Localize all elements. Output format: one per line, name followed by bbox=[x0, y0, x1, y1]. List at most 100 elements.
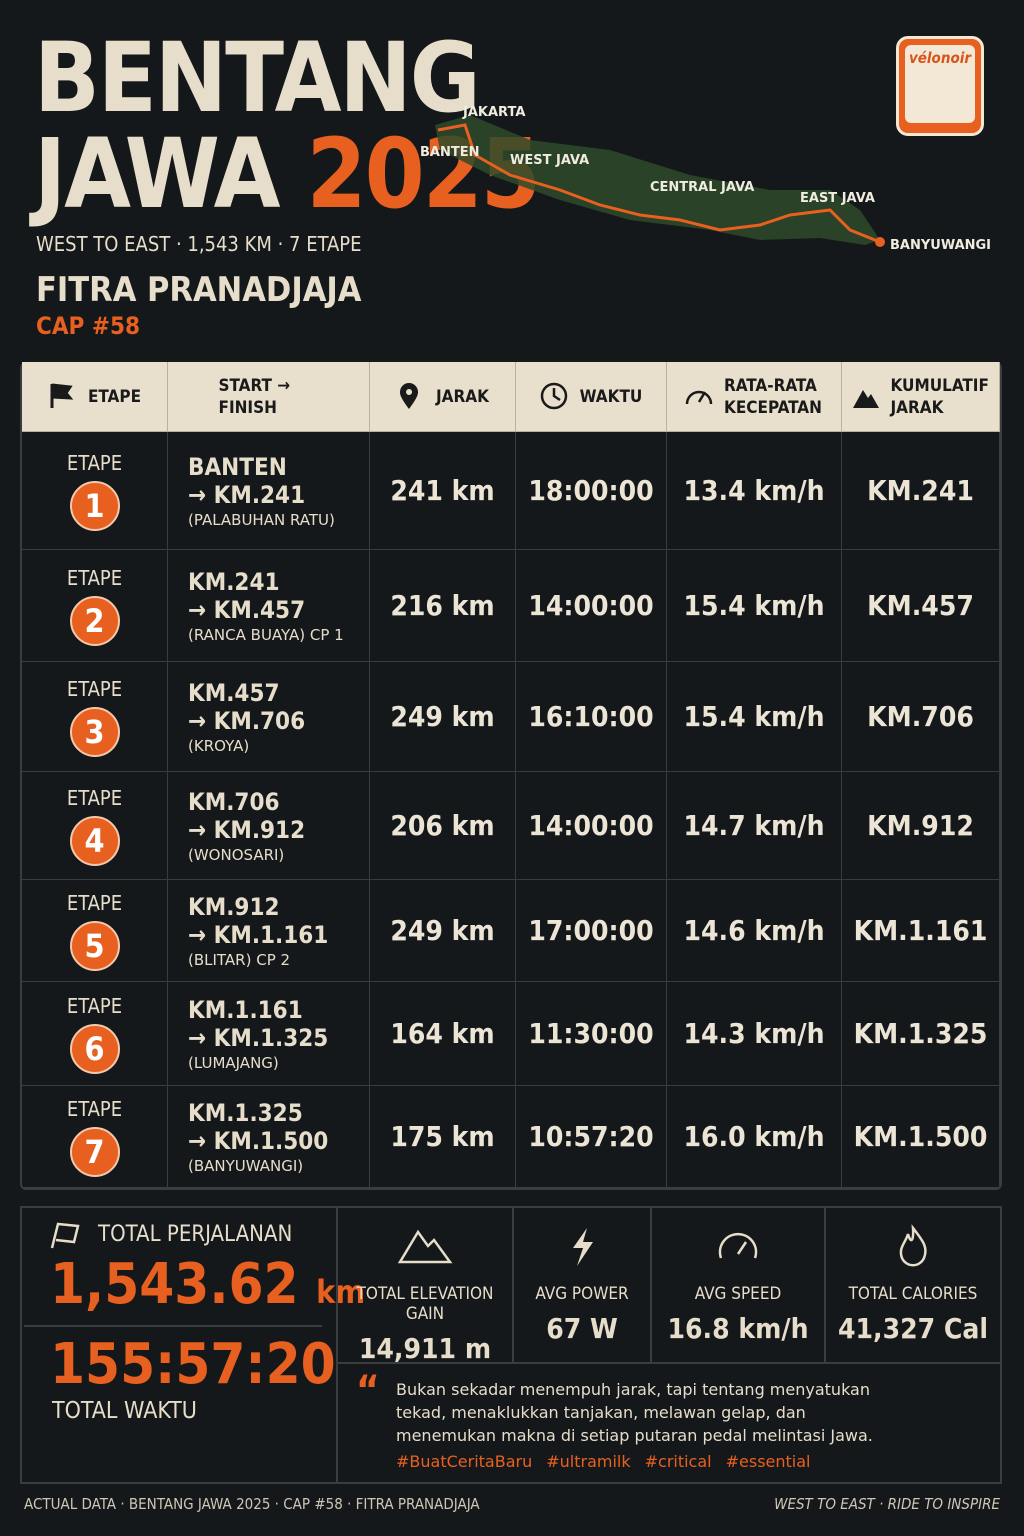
stage-cumulative: KM.1.161 bbox=[853, 914, 988, 947]
stat: TOTAL CALORIES 41,327 Cal bbox=[826, 1208, 1000, 1362]
table-cell: 249 km bbox=[370, 880, 516, 982]
hashtag: #ultramilk bbox=[546, 1452, 631, 1471]
stage-note: (PALABUHAN RATU) bbox=[188, 510, 335, 529]
time-label: TOTAL WAKTU bbox=[52, 1398, 197, 1424]
java-island bbox=[435, 115, 880, 245]
stage-to: → KM.912 bbox=[188, 815, 306, 844]
table-cell: KM.241 bbox=[842, 432, 1000, 550]
stage-from: BANTEN bbox=[188, 452, 287, 481]
etape-number: 3 bbox=[69, 706, 120, 757]
header-icon bbox=[852, 389, 879, 408]
divider bbox=[24, 1325, 322, 1327]
stage-note: (WONOSARI) bbox=[188, 845, 285, 864]
stage-from: KM.706 bbox=[188, 787, 280, 816]
stage-waktu: 16:10:00 bbox=[528, 700, 654, 733]
stage-waktu: 10:57:20 bbox=[528, 1120, 654, 1153]
table-cell: 15.4 km/h bbox=[667, 550, 842, 662]
stage-from: KM.457 bbox=[188, 678, 280, 707]
stage-cumulative: KM.1.500 bbox=[853, 1120, 988, 1153]
stage-note: (BANYUWANGI) bbox=[188, 1156, 304, 1175]
stage-to: → KM.1.500 bbox=[188, 1126, 329, 1155]
title: BENTANG bbox=[34, 22, 481, 134]
stat: AVG POWER 67 W bbox=[514, 1208, 652, 1362]
divider bbox=[336, 1362, 1002, 1364]
header-cell: WAKTU bbox=[516, 362, 667, 432]
table-cell: 10:57:20 bbox=[516, 1086, 667, 1188]
table-cell: ETAPE 2 bbox=[22, 550, 168, 662]
stage-waktu: 18:00:00 bbox=[528, 474, 654, 507]
table-cell: 15.4 km/h bbox=[667, 662, 842, 772]
header-label: START → FINISH bbox=[218, 375, 291, 418]
quote-mark: “ bbox=[356, 1368, 380, 1414]
table-cell: ETAPE 1 bbox=[22, 432, 168, 550]
table-cell: 14:00:00 bbox=[516, 772, 667, 880]
table-cell: 14:00:00 bbox=[516, 550, 667, 662]
route bbox=[437, 123, 881, 244]
etape-number: 1 bbox=[69, 480, 120, 531]
etape-label: ETAPE bbox=[66, 993, 123, 1018]
table-cell: ETAPE 6 bbox=[22, 982, 168, 1086]
quote-text: Bukan sekadar menempuh jarak, tapi tenta… bbox=[396, 1380, 873, 1445]
stat: AVG SPEED 16.8 km/h bbox=[652, 1208, 826, 1362]
hashtag: #BuatCeritaBaru bbox=[396, 1452, 533, 1471]
table-cell: KM.912 → KM.1.161 (BLITAR) CP 2 bbox=[168, 880, 370, 982]
header-icon bbox=[685, 390, 713, 404]
table-cell: KM.1.325 → KM.1.500 (BANYUWANGI) bbox=[168, 1086, 370, 1188]
stage-note: (RANCA BUAYA) CP 1 bbox=[188, 625, 344, 644]
stage-jarak: 249 km bbox=[390, 700, 495, 733]
table-cell: KM.1.161 bbox=[842, 880, 1000, 982]
stage-speed: 15.4 km/h bbox=[683, 589, 825, 622]
map-label: BANTEN bbox=[420, 145, 479, 160]
table-cell: 241 km bbox=[370, 432, 516, 550]
stat-label: TOTAL CALORIES bbox=[848, 1284, 978, 1304]
etape-number: 4 bbox=[69, 815, 120, 866]
header-cell: RATA-RATA KECEPATAN bbox=[667, 362, 842, 432]
stage-waktu: 17:00:00 bbox=[528, 914, 654, 947]
table-cell: 16:10:00 bbox=[516, 662, 667, 772]
total-time: 155:57:20 bbox=[50, 1332, 336, 1397]
stage-jarak: 206 km bbox=[390, 809, 495, 842]
stat-label: AVG SPEED bbox=[694, 1284, 782, 1304]
table-cell: 14.3 km/h bbox=[667, 982, 842, 1086]
stage-cumulative: KM.706 bbox=[867, 700, 974, 733]
stage-note: (BLITAR) CP 2 bbox=[188, 950, 291, 969]
table-cell: ETAPE 4 bbox=[22, 772, 168, 880]
header-icon bbox=[400, 382, 418, 409]
table-cell: KM.1.325 bbox=[842, 982, 1000, 1086]
stat-value: 16.8 km/h bbox=[667, 1312, 809, 1345]
footer-left: ACTUAL DATA · BENTANG JAWA 2025 · CAP #5… bbox=[24, 1495, 480, 1513]
stage-waktu: 14:00:00 bbox=[528, 589, 654, 622]
stage-from: KM.1.161 bbox=[188, 995, 303, 1024]
stat-label: AVG POWER bbox=[535, 1284, 629, 1304]
etape-label: ETAPE bbox=[66, 565, 123, 590]
table-cell: 175 km bbox=[370, 1086, 516, 1188]
stage-to: → KM.1.325 bbox=[188, 1023, 329, 1052]
table-cell: 14.6 km/h bbox=[667, 880, 842, 982]
map-label: JAKARTA bbox=[462, 105, 525, 120]
stat-icon bbox=[899, 1224, 927, 1267]
totals-panel bbox=[20, 1206, 1002, 1484]
stage-speed: 16.0 km/h bbox=[683, 1120, 825, 1153]
total-distance-value: 1,543.62 bbox=[50, 1252, 299, 1317]
header-label: RATA-RATA KECEPATAN bbox=[724, 375, 822, 418]
table-cell: KM.1.161 → KM.1.325 (LUMAJANG) bbox=[168, 982, 370, 1086]
stage-to: → KM.1.161 bbox=[188, 920, 329, 949]
stage-speed: 13.4 km/h bbox=[683, 474, 825, 507]
map: JAKARTA BANTEN WEST JAVA CENTRAL JAVA EA… bbox=[420, 105, 991, 253]
logo: vélonoir bbox=[905, 45, 975, 123]
stage-note: (KROYA) bbox=[188, 736, 250, 755]
header-label: JARAK bbox=[436, 386, 489, 407]
header-icon bbox=[540, 382, 567, 409]
map-label: EAST JAVA bbox=[800, 191, 875, 206]
table-cell: ETAPE 5 bbox=[22, 880, 168, 982]
table-cell: 16.0 km/h bbox=[667, 1086, 842, 1188]
table-cell: KM.241 → KM.457 (RANCA BUAYA) CP 1 bbox=[168, 550, 370, 662]
table-cell: KM.706 bbox=[842, 662, 1000, 772]
table-cell: 11:30:00 bbox=[516, 982, 667, 1086]
stage-jarak: 164 km bbox=[390, 1017, 495, 1050]
etape-label: ETAPE bbox=[66, 1096, 123, 1121]
divider bbox=[336, 1206, 338, 1484]
hashtags: #BuatCeritaBaru #ultramilk #critical #essen… bbox=[396, 1452, 824, 1471]
etape-label: ETAPE bbox=[66, 890, 123, 915]
